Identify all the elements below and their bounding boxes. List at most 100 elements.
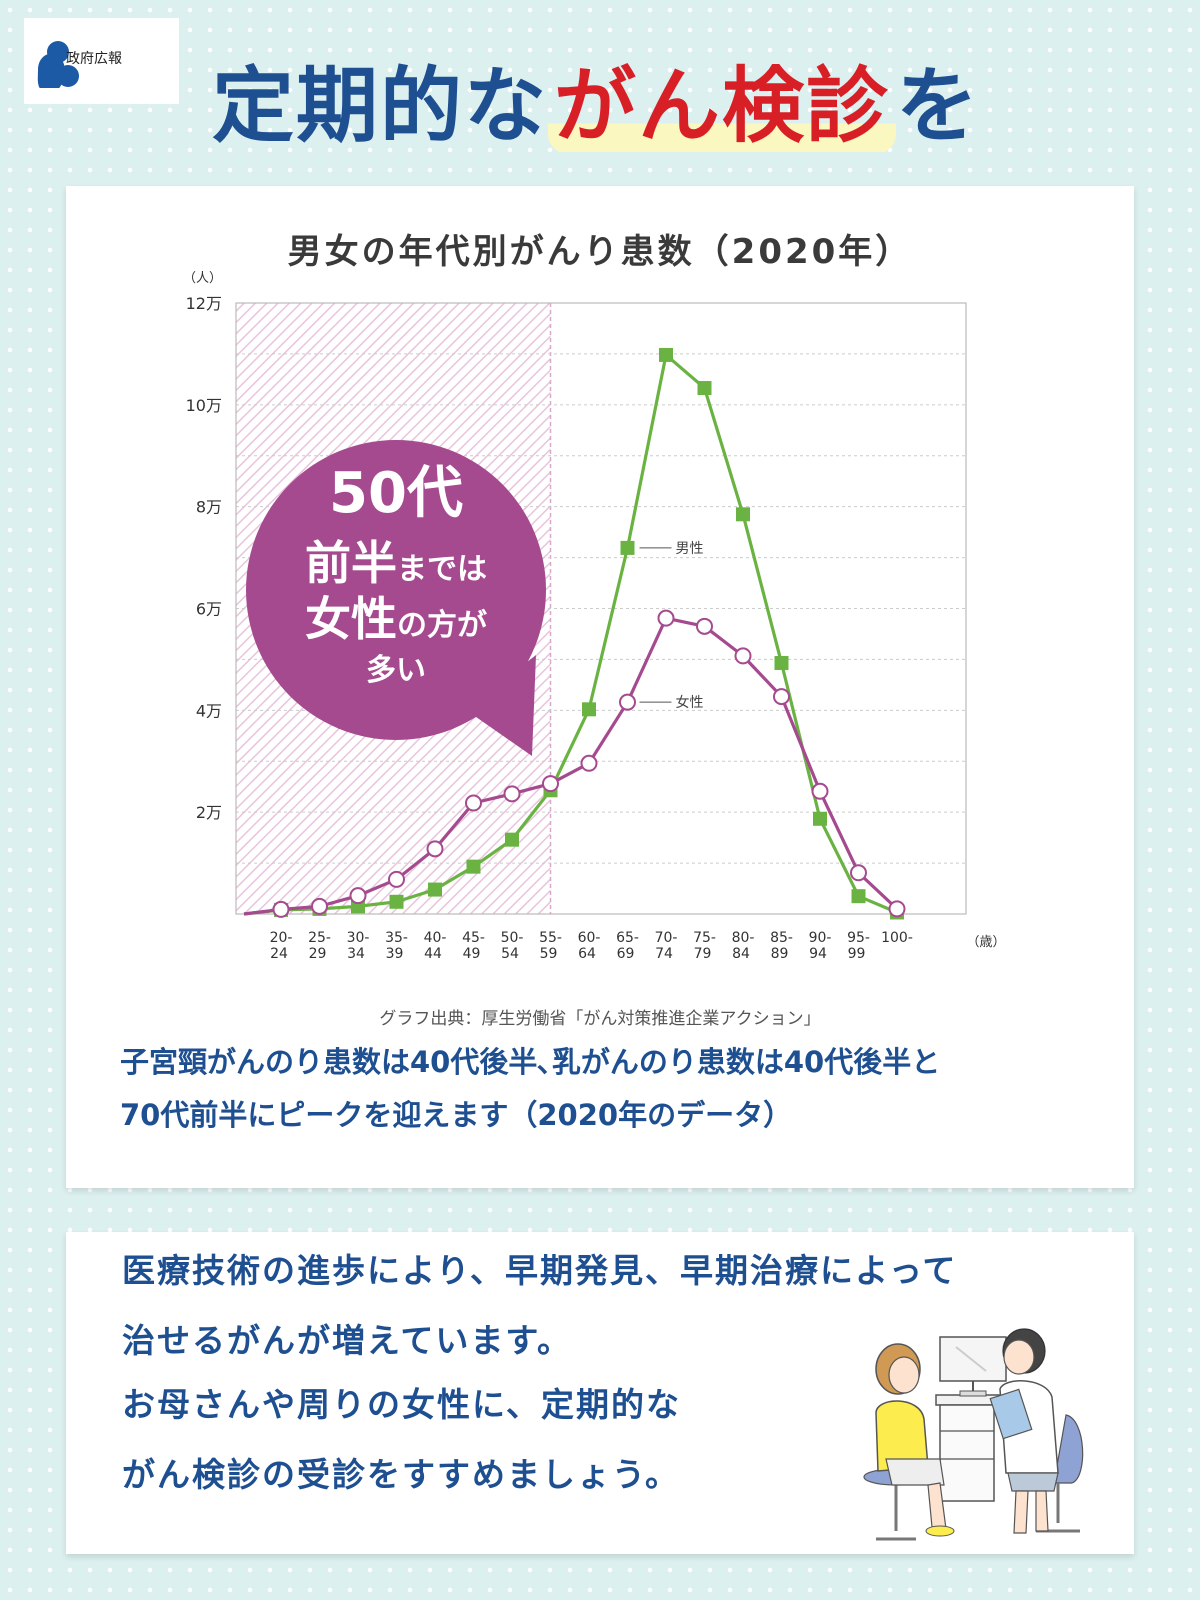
headline-part1: 定期的な xyxy=(212,59,549,154)
female-data-point xyxy=(734,647,752,665)
female-data-point xyxy=(773,688,790,706)
message-line1: 医療技術の進歩により、早期発見、早期治療によって xyxy=(122,1251,958,1290)
callout-line3b: の方が xyxy=(397,608,487,643)
headline: 定期的ながん検診を xyxy=(212,52,980,162)
female-data-point xyxy=(311,897,328,915)
doctor-consultation-illustration xyxy=(863,1328,1084,1541)
y-tick-label: 6万 xyxy=(196,600,222,619)
callout-tail xyxy=(466,655,536,756)
x-tick-label: 44 xyxy=(424,946,442,962)
female-data-point xyxy=(580,754,598,772)
y-tick-label: 4万 xyxy=(196,701,222,720)
callout-line3: 女性の方が xyxy=(246,592,546,653)
line-chart: 2万 4万 6万 8万 10万 12万 （人） 20-24 25-29 30-34 35-39 40-… xyxy=(183,271,1006,962)
x-tick-label: 89 xyxy=(771,946,789,962)
female-data-point xyxy=(388,870,405,888)
female-data-point xyxy=(696,617,713,635)
note-line2: 70代前半にピークを迎えます（2020年のデータ） xyxy=(120,1098,793,1132)
x-tick-label: 70- xyxy=(655,930,678,946)
female-data-point xyxy=(850,864,867,882)
x-tick-label: 24 xyxy=(270,946,288,962)
headline-highlight: がん検診 xyxy=(548,59,897,154)
male-data-point xyxy=(813,811,827,826)
x-tick-label: 55- xyxy=(539,930,562,946)
male-data-point xyxy=(428,882,442,897)
female-data-point xyxy=(657,609,675,627)
plot-frame xyxy=(235,302,967,915)
x-tick-label: 25- xyxy=(308,930,331,946)
chart-note: 子宮頸がんのり患数は40代後半､乳がんのり患数は40代後半と 70代前半にピーク… xyxy=(120,1036,1100,1142)
x-tick-label: 59 xyxy=(540,946,558,962)
male-data-point xyxy=(659,347,673,362)
callout-line1: 50代 xyxy=(329,461,463,526)
x-tick-label: 74 xyxy=(655,946,673,962)
x-tick-label: 95- xyxy=(847,930,870,946)
message-line2: 治せるがんが増えています。 xyxy=(122,1321,573,1360)
note-line1: 子宮頸がんのり患数は40代後半､乳がんのり患数は40代後半と xyxy=(120,1045,941,1079)
female-data-point xyxy=(272,900,290,918)
callout-line2b: までは xyxy=(397,552,487,587)
x-tick-label: 69 xyxy=(617,946,635,962)
x-tick-label: 65- xyxy=(616,930,639,946)
x-tick-label: 80- xyxy=(732,930,755,946)
gov-pr-logo-icon xyxy=(37,41,79,88)
y-tick-label: 10万 xyxy=(186,396,222,415)
y-tick-label: 8万 xyxy=(196,498,222,517)
callout-line3a: 女性 xyxy=(305,592,397,646)
x-tick-label: 39 xyxy=(386,946,404,962)
x-tick-label: 35- xyxy=(385,930,408,946)
x-tick-label: 100- xyxy=(881,930,913,946)
male-data-point xyxy=(697,381,712,396)
message-line3: お母さんや周りの女性に、定期的な xyxy=(122,1385,682,1424)
x-tick-label: 84 xyxy=(732,946,750,962)
y-tick-label: 12万 xyxy=(186,294,222,313)
male-data-point xyxy=(851,889,866,904)
female-data-point xyxy=(619,693,636,711)
series-label-male: 男性 xyxy=(676,541,704,557)
female-data-point xyxy=(542,775,559,793)
x-tick-label: 79 xyxy=(694,946,712,962)
message-line4: がん検診の受診をすすめましょう。 xyxy=(122,1455,681,1494)
x-tick-label: 30- xyxy=(347,930,370,946)
x-tick-label: 94 xyxy=(809,946,827,962)
x-tick-label: 85- xyxy=(770,930,793,946)
chart-card: 男女の年代別がんり患数（2020年） 2万 4万 6万 8万 10万 12万 （人） 20- 2… xyxy=(66,186,1134,1188)
x-tick-label: 45- xyxy=(462,930,485,946)
callout-line2a: 前半 xyxy=(305,536,397,590)
male-data-point xyxy=(736,507,750,522)
y-tick-label: 2万 xyxy=(196,803,222,822)
message-card: 医療技術の進歩により、早期発見、早期治療によって 治せるがんが増えています。 お… xyxy=(66,1232,1134,1554)
male-data-point xyxy=(505,832,519,847)
male-data-point xyxy=(582,702,596,717)
male-data-point xyxy=(774,655,789,670)
x-tick-label: 29 xyxy=(309,946,327,962)
x-tick-label: 50- xyxy=(501,930,524,946)
male-data-point xyxy=(620,540,635,555)
callout-line4: 多い xyxy=(366,653,426,688)
callout-bubble: 50代 前半までは 女性の方が 多い xyxy=(246,440,546,740)
x-tick-label: 64 xyxy=(578,946,596,962)
x-unit-label: （歳） xyxy=(966,935,1005,950)
x-tick-label: 60- xyxy=(578,930,601,946)
x-tick-label: 40- xyxy=(424,930,447,946)
y-unit-label: （人） xyxy=(183,271,222,286)
male-data-point xyxy=(389,894,404,909)
headline-part2: を xyxy=(896,59,981,154)
chart-source: グラフ出典：厚生労働省「がん対策推進企業アクション」 xyxy=(379,1009,821,1029)
male-data-point xyxy=(466,859,481,874)
x-tick-label: 49 xyxy=(463,946,481,962)
x-tick-label: 20- xyxy=(270,930,293,946)
x-tick-label: 34 xyxy=(347,946,365,962)
female-data-point xyxy=(426,840,444,858)
female-data-point xyxy=(465,794,482,812)
x-tick-label: 54 xyxy=(501,946,519,962)
x-tick-label: 90- xyxy=(809,930,832,946)
chart-title: 男女の年代別がんり患数（2020年） xyxy=(287,232,913,272)
female-data-point xyxy=(888,900,906,918)
female-data-point xyxy=(503,785,521,803)
series-label-female: 女性 xyxy=(676,694,704,711)
female-data-point xyxy=(811,782,829,800)
x-tick-label: 75- xyxy=(693,930,716,946)
female-data-point xyxy=(349,887,367,905)
callout-line2: 前半までは xyxy=(246,536,546,597)
